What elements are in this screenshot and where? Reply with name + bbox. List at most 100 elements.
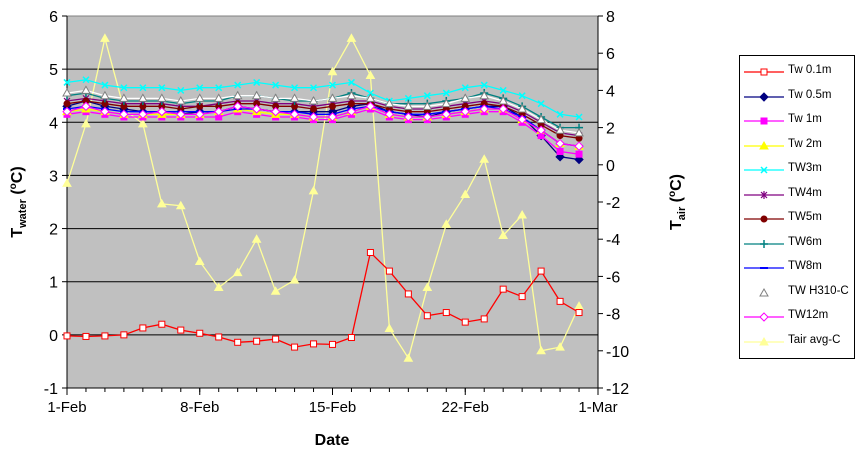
left-tick-label: 0: [49, 328, 58, 345]
data-point: [177, 86, 185, 94]
data-point: [327, 112, 338, 122]
left-axis-title-sup: o: [8, 183, 19, 189]
data-point: [575, 309, 583, 317]
data-point: [385, 267, 393, 275]
data-point: [555, 125, 565, 134]
data-point: [499, 86, 507, 94]
legend-item: Tair avg-C: [740, 332, 856, 352]
data-point: [498, 230, 509, 239]
data-point: [347, 100, 355, 108]
left-tick-label: 2: [49, 222, 58, 239]
data-point: [479, 154, 490, 163]
data-point: [518, 92, 526, 100]
right-axis-title-tail: (: [668, 196, 685, 206]
series-line: [66, 108, 580, 155]
data-point: [760, 68, 768, 76]
legend-label: TW5m: [788, 211, 822, 223]
data-point: [574, 127, 584, 137]
data-point: [460, 106, 470, 117]
data-point: [63, 78, 71, 86]
data-point: [232, 90, 243, 100]
data-point: [441, 98, 452, 108]
data-point: [403, 112, 414, 122]
data-point: [556, 110, 564, 118]
data-point: [63, 332, 71, 340]
right-axis-title-main: T: [668, 220, 685, 230]
data-point: [404, 290, 412, 298]
data-point: [156, 198, 167, 208]
data-point: [498, 104, 508, 114]
data-point: [461, 318, 469, 326]
data-point: [760, 166, 768, 174]
data-point: [460, 189, 471, 199]
series-line: [66, 251, 580, 348]
series-layer: [62, 33, 584, 362]
data-point: [759, 140, 769, 149]
legend-label: TW12m: [788, 309, 829, 321]
right-tick-label: -12: [606, 381, 629, 398]
left-axis-title-tail: (: [9, 189, 26, 199]
legend-item: TW12m: [740, 307, 856, 327]
x-tick-label: 15-Feb: [309, 399, 357, 416]
data-point: [442, 89, 450, 97]
data-point: [366, 248, 374, 256]
legend-item: TW3m: [740, 160, 856, 180]
legend-item: Tw 0.5m: [740, 87, 856, 107]
data-point: [498, 96, 509, 105]
data-point: [196, 329, 204, 337]
left-tick-label: 6: [49, 9, 58, 26]
data-point: [759, 312, 769, 322]
series-line: [66, 89, 580, 134]
x-tick-label: 8-Feb: [180, 399, 219, 416]
left-tick-label: -1: [44, 381, 58, 398]
data-point: [423, 312, 431, 320]
legend-item: Tw 2m: [740, 136, 856, 156]
data-point: [137, 93, 148, 102]
right-tick-label: 0: [606, 158, 615, 175]
data-point: [556, 297, 564, 305]
data-point: [329, 102, 336, 110]
data-point: [270, 106, 281, 117]
legend-swatch: [744, 117, 784, 125]
legend: Tw 0.1m Tw 0.5m Tw 1m Tw 2m TW3m TW4m TW5m TW6m…: [739, 55, 855, 359]
data-point: [310, 105, 318, 113]
legend-label: Tw 2m: [788, 137, 822, 150]
right-axis-title-sub: air: [676, 206, 688, 220]
data-point: [195, 109, 205, 120]
data-point: [441, 109, 451, 120]
data-point: [404, 94, 412, 102]
data-point: [158, 84, 166, 92]
data-point: [308, 185, 319, 195]
data-point: [555, 138, 565, 149]
data-point: [346, 106, 357, 117]
data-point: [156, 93, 167, 102]
data-point: [556, 148, 564, 156]
legend-swatch: [744, 312, 784, 322]
data-point: [310, 84, 318, 92]
data-point: [517, 114, 527, 125]
data-point: [536, 114, 546, 124]
data-point: [442, 309, 450, 317]
legend-label: Tair avg-C: [788, 333, 841, 346]
data-point: [81, 118, 91, 128]
data-point: [423, 92, 431, 100]
data-point: [422, 101, 433, 110]
data-point: [480, 81, 488, 89]
data-point: [289, 93, 300, 102]
data-point: [234, 338, 242, 346]
right-tick-label: -10: [606, 344, 629, 361]
data-point: [760, 190, 768, 199]
right-tick-label: -6: [606, 269, 620, 286]
data-point: [347, 78, 355, 86]
axes: 6 5 4 3 2 1 0 -1 8 6 4 2 0 -2 -4 -6 -8 -10 -12 1-Feb 8-Feb 15…: [44, 9, 629, 416]
right-tick-label: 6: [606, 46, 615, 63]
legend-swatch: [744, 336, 784, 345]
data-point: [289, 275, 300, 284]
legend-swatch: [744, 91, 784, 102]
data-point: [253, 337, 261, 345]
data-point: [194, 93, 205, 102]
right-axis-title-sup: o: [667, 191, 678, 197]
right-tick-label: 2: [606, 121, 615, 138]
series-line: [66, 105, 580, 147]
